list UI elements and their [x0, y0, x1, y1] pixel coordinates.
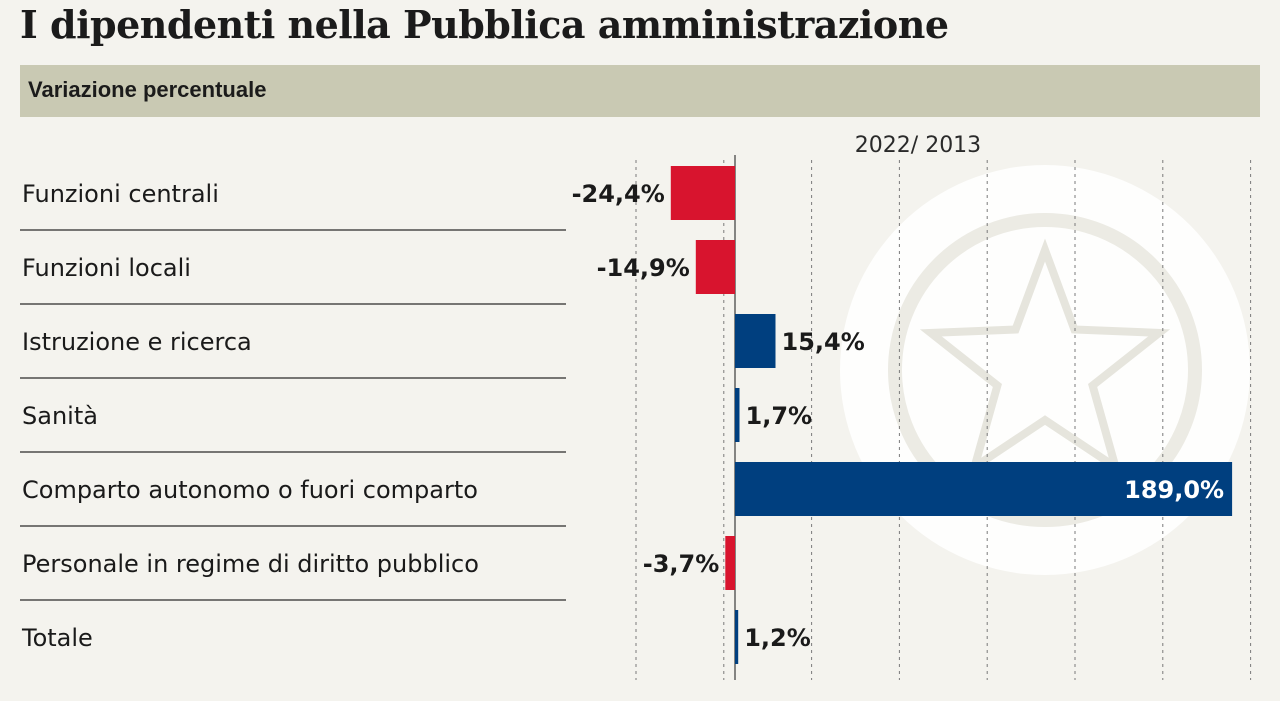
bar [695, 240, 735, 294]
chart-rows: Funzioni centrali -24,4% Funzioni locali -1… [20, 166, 1233, 664]
category-label: Istruzione e ricerca [22, 328, 252, 356]
bar [735, 314, 776, 368]
value-label: 1,2% [744, 624, 811, 652]
category-label: Sanità [22, 402, 98, 430]
bar-row: Istruzione e ricerca 15,4% [20, 314, 865, 379]
bar [670, 166, 735, 220]
bar [735, 388, 740, 442]
bar-row: Personale in regime di diritto pubblico -… [20, 536, 735, 601]
value-label: -14,9% [597, 254, 690, 282]
bar-row: Comparto autonomo o fuori comparto 189,0% [20, 462, 1233, 527]
value-label: 1,7% [746, 402, 813, 430]
category-label: Funzioni locali [22, 254, 191, 282]
chart-subtitle: Variazione percentuale [28, 77, 267, 102]
chart-title: I dipendenti nella Pubblica amministrazi… [20, 2, 949, 47]
bar-row: Totale 1,2% [21, 610, 811, 664]
period-label: 2022/ 2013 [855, 133, 981, 158]
emblem-star [919, 238, 1171, 477]
category-label: Funzioni centrali [22, 180, 219, 208]
emblem-ring [888, 213, 1202, 527]
bar-row: Sanità 1,7% [20, 388, 813, 453]
bar-row: Funzioni centrali -24,4% [20, 166, 735, 231]
value-label: 15,4% [782, 328, 865, 356]
bar [735, 462, 1233, 516]
bar [725, 536, 735, 590]
category-label: Totale [21, 624, 93, 652]
bar [735, 610, 739, 664]
value-label: -3,7% [643, 550, 720, 578]
category-label: Personale in regime di diritto pubblico [22, 550, 479, 578]
value-label: -24,4% [572, 180, 665, 208]
category-label: Comparto autonomo o fuori comparto [22, 476, 478, 504]
bar-row: Funzioni locali -14,9% [20, 240, 735, 305]
value-label: 189,0% [1124, 476, 1224, 504]
subtitle-band: Variazione percentuale [20, 65, 1260, 117]
